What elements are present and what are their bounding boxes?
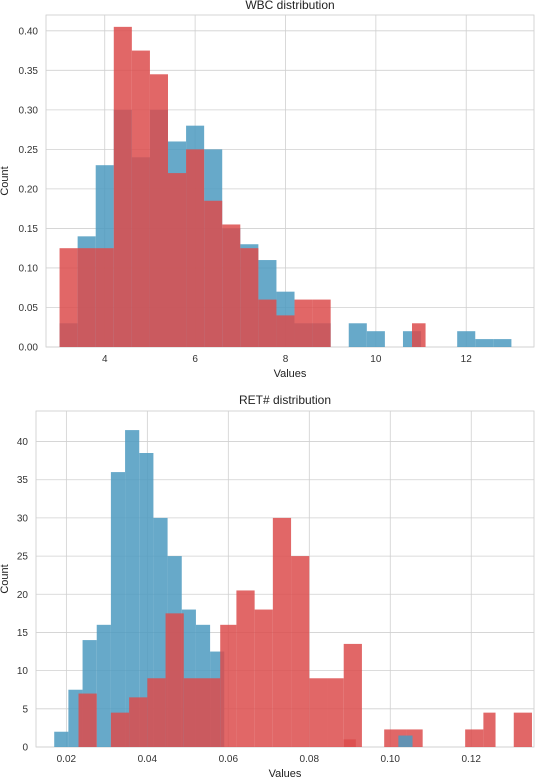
red-histogram-bar [129,697,148,747]
x-tick-label: 0.08 [300,754,320,765]
y-tick-label: 0.20 [19,184,39,195]
x-tick-label: 0.02 [57,754,77,765]
x-tick-label: 10 [370,354,382,365]
red-histogram-bar [186,149,205,347]
red-histogram-bar [513,712,532,747]
red-histogram-bar [343,739,356,747]
red-histogram-bar [465,729,484,747]
red-histogram-bar [276,315,295,347]
y-tick-label: 0.30 [19,105,39,116]
y-tick-label: 0.00 [19,343,39,354]
red-histogram-bar [291,556,310,747]
y-tick-label: 0 [22,743,28,754]
y-tick-label: 0.25 [19,145,39,156]
red-histogram-bar [59,248,78,347]
x-tick-label: 6 [192,354,198,365]
y-tick-label: 5 [22,704,28,715]
blue-histogram-bar [475,339,494,347]
blue-histogram-bar [398,735,413,747]
blue-histogram-bar [348,323,367,347]
x-tick-label: 0.04 [138,754,158,765]
red-histogram-bar [412,323,426,347]
histogram-bars [54,430,532,747]
red-histogram-bar [312,299,331,347]
blue-histogram-bar [457,331,476,347]
chart-title: RET# distribution [239,393,331,407]
blue-histogram-bar [125,430,140,747]
y-axis-label: Count [0,564,11,593]
x-tick-label: 12 [461,354,473,365]
blue-histogram-bar [110,472,126,747]
red-histogram-bar [254,609,273,747]
red-histogram-bar [258,299,277,347]
y-tick-label: 0.10 [19,263,39,274]
y-tick-label: 0.05 [19,303,39,314]
x-tick-label: 4 [102,354,108,365]
red-histogram-bar [183,678,202,747]
red-histogram-bar [202,678,221,747]
red-histogram-bar [110,712,130,747]
x-tick-label: 0.06 [219,754,239,765]
y-tick-labels: 0.00 0.05 0.10 0.15 0.20 0.25 0.30 0.35 0.40 [19,26,39,353]
x-tick-labels: 0.02 0.04 0.06 0.08 0.10 0.12 [57,754,482,765]
red-histogram-bar [165,613,184,747]
chart-title: WBC distribution [245,0,334,12]
blue-histogram-bar [54,731,69,747]
red-histogram-bar [77,248,96,347]
red-histogram-bar [327,678,344,747]
histogram-bars [59,26,512,348]
red-histogram-bar [147,678,166,747]
y-tick-label: 35 [17,475,29,486]
y-tick-label: 10 [17,666,29,677]
y-tick-label: 0.35 [19,66,39,77]
blue-histogram-bar [493,339,512,347]
y-tick-label: 40 [17,437,29,448]
red-histogram-bar [309,678,328,747]
x-tick-labels: 4 6 8 10 12 [102,354,472,365]
y-tick-labels: 0 5 10 15 20 25 30 35 40 [17,437,29,753]
red-histogram-bar [113,26,132,347]
red-histogram-bar [236,590,255,747]
blue-histogram-bar [366,331,385,347]
y-axis-label: Count [0,166,11,195]
blue-histogram-bar [96,624,111,747]
wbc-chart: 0.00 0.05 0.10 0.15 0.20 0.25 0.30 0.35 0.40 4 6 8… [0,0,535,380]
red-histogram-bar [149,74,168,348]
y-tick-label: 0.15 [19,224,39,235]
red-histogram-bar [220,624,237,747]
red-histogram-bar [168,173,187,347]
x-tick-label: 0.10 [381,754,401,765]
red-histogram-bar [240,248,259,347]
ret-chart: 0 5 10 15 20 25 30 35 40 0.02 0.04 0.06 0.08 0.10 0.1… [0,393,535,778]
y-tick-label: 30 [17,513,29,524]
x-axis-label: Values [274,368,307,380]
y-tick-label: 20 [17,590,29,601]
y-tick-label: 25 [17,552,29,563]
red-histogram-bar [343,643,362,747]
x-tick-label: 0.12 [462,754,482,765]
red-histogram-bar [222,224,241,347]
red-histogram-bar [483,712,496,747]
x-axis-label: Values [269,768,302,778]
x-tick-label: 8 [283,354,289,365]
red-histogram-bar [272,517,292,747]
red-histogram-bar [78,693,97,747]
red-histogram-bar [204,200,223,347]
y-tick-label: 15 [17,628,29,639]
red-histogram-bar [294,299,313,347]
red-histogram-bar [95,248,114,347]
y-tick-label: 0.40 [19,26,39,37]
red-histogram-bar [131,50,150,347]
blue-histogram-bar [139,453,154,747]
